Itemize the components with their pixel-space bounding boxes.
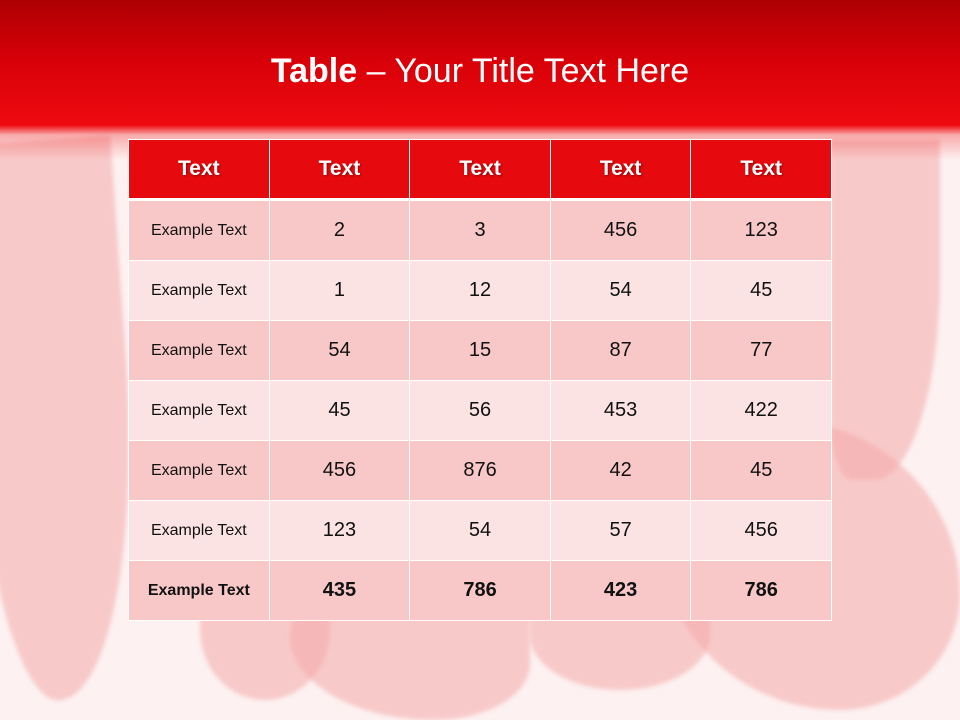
data-table: Text Text Text Text Text Example Text 2 3 456 12… [128,139,832,621]
table-cell: 456 [549,199,692,261]
table-cell: 45 [268,380,411,441]
row-label: Example Text [128,380,270,441]
column-header: Text [690,139,832,201]
table-row: Example Text 54 15 87 77 [128,320,832,381]
table-cell: 422 [690,380,832,441]
table-cell: 3 [409,199,551,261]
table-cell: 56 [409,380,551,441]
column-header: Text [549,139,692,201]
table-cell: 54 [409,500,551,561]
table-cell: 786 [409,560,551,621]
table-cell: 456 [268,440,411,501]
table-row: Example Text 1 12 54 45 [128,260,832,321]
table-cell: 453 [549,380,692,441]
table-cell: 876 [409,440,551,501]
table-cell: 12 [409,260,551,321]
table-cell: 2 [268,199,411,261]
table-cell: 1 [268,260,411,321]
table-cell: 42 [549,440,692,501]
table-row: Example Text 123 54 57 456 [128,500,832,561]
slide-title: Table – Your Title Text Here [0,52,960,91]
column-header: Text [268,139,411,201]
row-label: Example Text [128,500,270,561]
table-cell: 435 [268,560,411,621]
table-cell: 45 [690,260,832,321]
row-label: Example Text [128,260,270,321]
row-label: Example Text [128,560,270,621]
header-row: Text Text Text Text Text [128,139,832,201]
pepper-decoration [830,140,940,480]
table-row: Example Text 456 876 42 45 [128,440,832,501]
row-label: Example Text [128,199,270,261]
row-label: Example Text [128,440,270,501]
row-label: Example Text [128,320,270,381]
table-cell: 456 [690,500,832,561]
table-cell: 15 [409,320,551,381]
title-rest: – Your Title Text Here [357,52,690,90]
table-cell: 786 [690,560,832,621]
column-header: Text [409,139,551,201]
column-header: Text [128,139,270,201]
table-row: Example Text 45 56 453 422 [128,380,832,441]
table-cell: 54 [549,260,692,321]
table-cell: 123 [268,500,411,561]
table-row: Example Text 2 3 456 123 [128,199,832,261]
title-bold: Table [270,52,358,90]
table-cell: 123 [690,199,832,261]
table-cell: 87 [549,320,692,381]
table-cell: 423 [549,560,692,621]
pepper-decoration [0,135,150,705]
table-cell: 45 [690,440,832,501]
table-cell: 54 [268,320,411,381]
title-band [0,0,960,160]
table-row: Example Text 435 786 423 786 [128,560,832,621]
table-cell: 77 [690,320,832,381]
table-cell: 57 [549,500,692,561]
